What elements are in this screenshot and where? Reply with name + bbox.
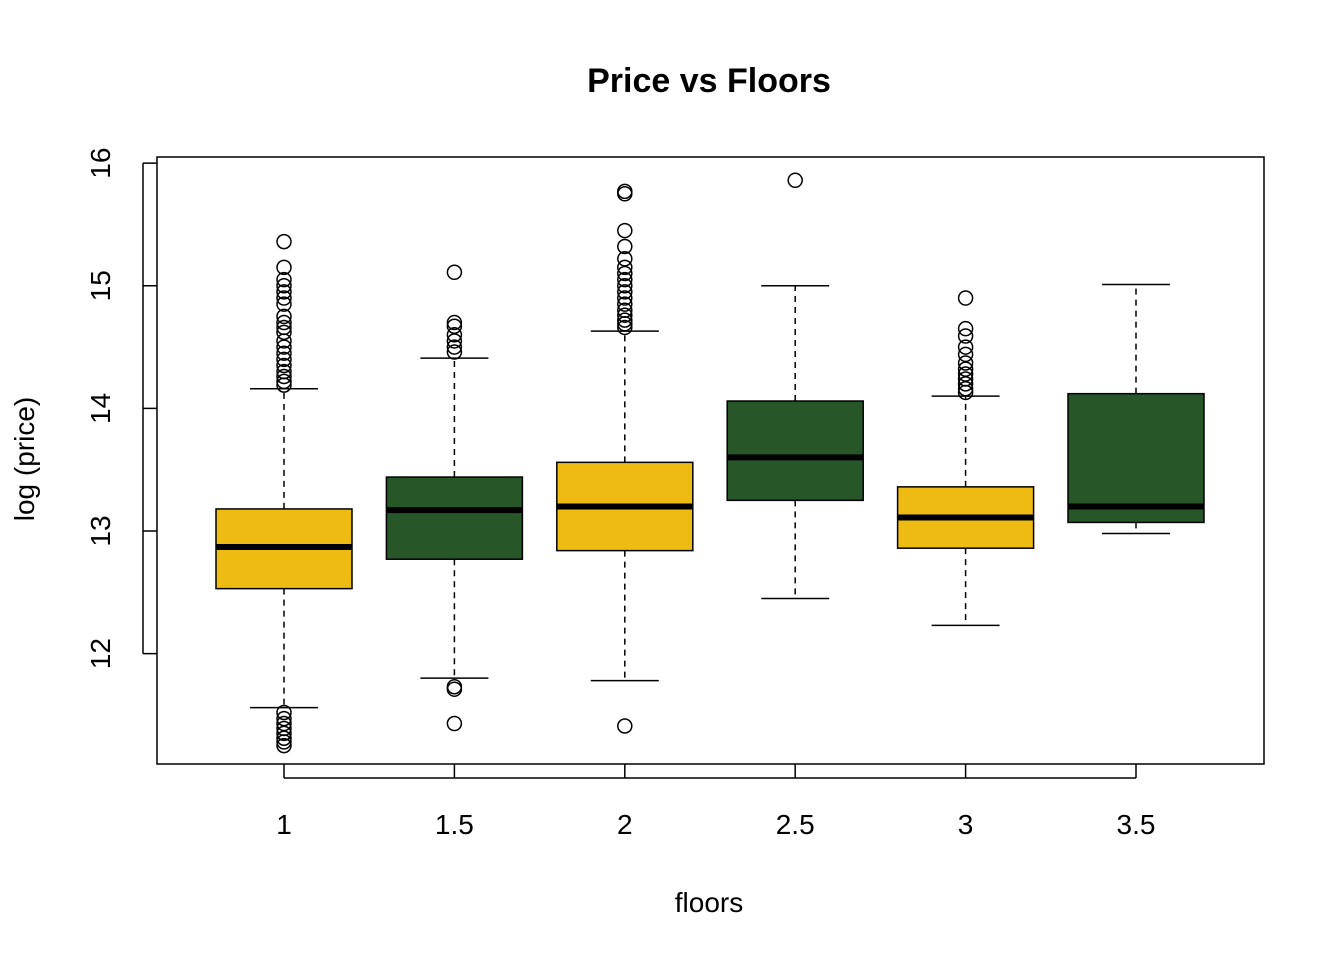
outlier-point	[276, 339, 292, 355]
outlier-point	[276, 233, 292, 250]
outlier-point	[276, 368, 292, 385]
outlier-point	[957, 339, 974, 355]
x-tick-label: 2	[617, 809, 633, 840]
outlier-point	[617, 316, 633, 332]
outlier-point	[446, 715, 463, 732]
iqr-box	[1067, 392, 1205, 524]
outlier-point	[617, 259, 633, 276]
y-tick-label: 13	[85, 515, 116, 546]
outlier-point	[276, 290, 292, 306]
outlier-point	[446, 339, 463, 355]
outlier-point	[446, 327, 463, 343]
outlier-point	[617, 284, 633, 300]
box-2.5	[726, 172, 864, 600]
box-3	[896, 290, 1035, 627]
outlier-point	[617, 296, 633, 312]
box-1.5	[385, 264, 524, 732]
chart-title: Price vs Floors	[587, 62, 831, 100]
plot-frame	[156, 156, 1265, 765]
outlier-point	[446, 344, 463, 360]
outlier-point	[617, 718, 633, 734]
outlier-point	[617, 222, 633, 239]
outlier-point	[446, 681, 463, 697]
x-tick-label: 3.5	[1117, 809, 1156, 840]
outlier-point	[617, 186, 633, 202]
outlier-point	[957, 290, 974, 306]
box-1	[215, 233, 353, 754]
outlier-point	[957, 384, 974, 401]
outlier-point	[787, 172, 803, 189]
box-2	[556, 183, 694, 734]
outlier-point	[276, 373, 292, 390]
outlier-point	[276, 333, 292, 349]
outlier-point	[276, 734, 292, 750]
outlier-point	[957, 355, 974, 371]
outlier-point	[276, 278, 292, 294]
y-tick-label: 16	[85, 148, 116, 179]
outlier-point	[276, 704, 292, 721]
x-axis-label: floors	[675, 887, 743, 918]
outlier-point	[276, 377, 292, 393]
outlier-point	[276, 730, 292, 746]
outlier-point	[617, 278, 633, 294]
outlier-point	[957, 320, 974, 337]
outlier-point	[617, 319, 633, 336]
outlier-point	[957, 376, 974, 392]
y-tick-label: 12	[85, 638, 116, 669]
outlier-point	[276, 737, 292, 754]
outlier-point	[446, 318, 463, 334]
x-tick-label: 1.5	[435, 809, 474, 840]
iqr-box	[726, 400, 864, 502]
outlier-point	[276, 725, 292, 742]
x-tick-label: 2.5	[776, 809, 815, 840]
outlier-point	[617, 238, 633, 255]
outlier-point	[446, 314, 463, 331]
y-tick-label: 14	[85, 393, 116, 424]
outlier-point	[446, 264, 463, 281]
outlier-point	[276, 284, 292, 300]
outlier-point	[446, 333, 463, 349]
plot-area	[215, 172, 1205, 754]
outlier-point	[957, 381, 974, 397]
outlier-point	[276, 259, 292, 276]
outlier-point	[617, 312, 633, 328]
x-tick-label: 3	[958, 809, 974, 840]
outlier-point	[617, 290, 633, 306]
outlier-point	[276, 314, 292, 331]
axes: 12 13 14 15 16 1 1.5 2 2.5 3 3.5	[85, 148, 1265, 840]
box-3.5	[1067, 283, 1205, 535]
iqr-box	[385, 476, 524, 560]
outlier-point	[957, 328, 974, 344]
y-tick-label: 15	[85, 270, 116, 301]
outlier-point	[276, 357, 292, 374]
x-tick-label: 1	[276, 809, 292, 840]
outlier-point	[276, 351, 292, 368]
outlier-point	[276, 308, 292, 325]
outlier-point	[276, 271, 292, 288]
outlier-point	[617, 271, 633, 288]
outlier-point	[276, 345, 292, 361]
outlier-point	[276, 296, 292, 312]
outlier-point	[617, 265, 633, 282]
y-axis-label: log (price)	[9, 397, 40, 521]
outlier-point	[617, 307, 633, 323]
